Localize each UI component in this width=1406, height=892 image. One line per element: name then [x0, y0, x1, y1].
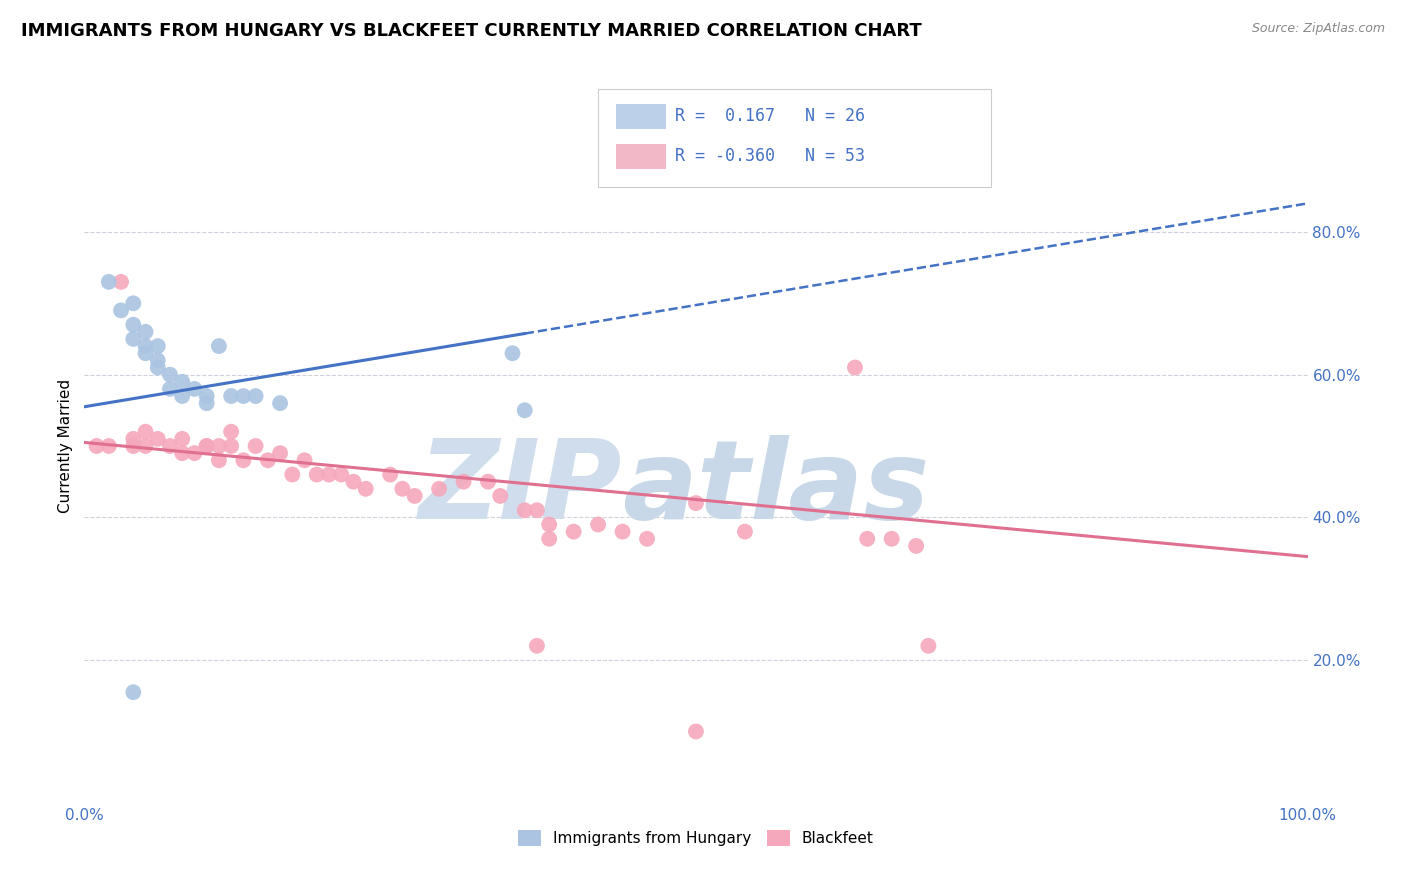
- Text: R =  0.167   N = 26: R = 0.167 N = 26: [675, 107, 865, 125]
- Point: [172, 375, 194, 389]
- Point: [195, 439, 218, 453]
- Point: [453, 475, 475, 489]
- Point: [269, 396, 291, 410]
- Point: [122, 296, 145, 310]
- Point: [219, 425, 242, 439]
- Point: [318, 467, 340, 482]
- Point: [636, 532, 658, 546]
- Legend: Immigrants from Hungary, Blackfeet: Immigrants from Hungary, Blackfeet: [512, 824, 880, 852]
- Point: [526, 503, 548, 517]
- Point: [526, 639, 548, 653]
- Point: [146, 360, 169, 375]
- Point: [122, 332, 145, 346]
- Point: [97, 275, 120, 289]
- Point: [685, 496, 707, 510]
- Text: Source: ZipAtlas.com: Source: ZipAtlas.com: [1251, 22, 1385, 36]
- Point: [538, 532, 561, 546]
- Point: [232, 389, 254, 403]
- Point: [195, 389, 218, 403]
- Point: [489, 489, 512, 503]
- Point: [208, 439, 231, 453]
- Point: [294, 453, 316, 467]
- Point: [477, 475, 499, 489]
- Point: [880, 532, 903, 546]
- Point: [122, 439, 145, 453]
- Point: [172, 432, 194, 446]
- Point: [135, 425, 157, 439]
- Point: [135, 339, 157, 353]
- Point: [208, 453, 231, 467]
- Point: [685, 724, 707, 739]
- Point: [562, 524, 585, 539]
- Point: [110, 275, 132, 289]
- Point: [159, 382, 181, 396]
- Point: [172, 446, 194, 460]
- Y-axis label: Currently Married: Currently Married: [58, 379, 73, 513]
- Point: [502, 346, 524, 360]
- Point: [122, 432, 145, 446]
- Point: [183, 446, 205, 460]
- Point: [146, 432, 169, 446]
- Point: [269, 446, 291, 460]
- Text: ZIP: ZIP: [419, 435, 623, 542]
- Point: [917, 639, 939, 653]
- Point: [538, 517, 561, 532]
- Text: IMMIGRANTS FROM HUNGARY VS BLACKFEET CURRENTLY MARRIED CORRELATION CHART: IMMIGRANTS FROM HUNGARY VS BLACKFEET CUR…: [21, 22, 922, 40]
- Point: [427, 482, 450, 496]
- Point: [342, 475, 364, 489]
- Point: [245, 389, 267, 403]
- Point: [135, 439, 157, 453]
- Point: [195, 439, 218, 453]
- Point: [905, 539, 928, 553]
- Point: [354, 482, 377, 496]
- Point: [330, 467, 353, 482]
- Text: R = -0.360   N = 53: R = -0.360 N = 53: [675, 147, 865, 165]
- Point: [122, 685, 145, 699]
- Point: [612, 524, 634, 539]
- Point: [135, 346, 157, 360]
- Point: [586, 517, 609, 532]
- Text: atlas: atlas: [623, 435, 929, 542]
- Point: [257, 453, 280, 467]
- Point: [110, 303, 132, 318]
- Point: [208, 339, 231, 353]
- Point: [135, 325, 157, 339]
- Point: [159, 368, 181, 382]
- Point: [513, 503, 536, 517]
- Point: [97, 439, 120, 453]
- Point: [183, 382, 205, 396]
- Point: [146, 353, 169, 368]
- Point: [219, 389, 242, 403]
- Point: [219, 439, 242, 453]
- Point: [513, 403, 536, 417]
- Point: [195, 396, 218, 410]
- Point: [281, 467, 304, 482]
- Point: [146, 339, 169, 353]
- Point: [172, 389, 194, 403]
- Point: [232, 453, 254, 467]
- Point: [404, 489, 426, 503]
- Point: [245, 439, 267, 453]
- Point: [305, 467, 328, 482]
- Point: [856, 532, 879, 546]
- Point: [734, 524, 756, 539]
- Point: [391, 482, 413, 496]
- Point: [159, 439, 181, 453]
- Point: [844, 360, 866, 375]
- Point: [86, 439, 108, 453]
- Point: [122, 318, 145, 332]
- Point: [380, 467, 402, 482]
